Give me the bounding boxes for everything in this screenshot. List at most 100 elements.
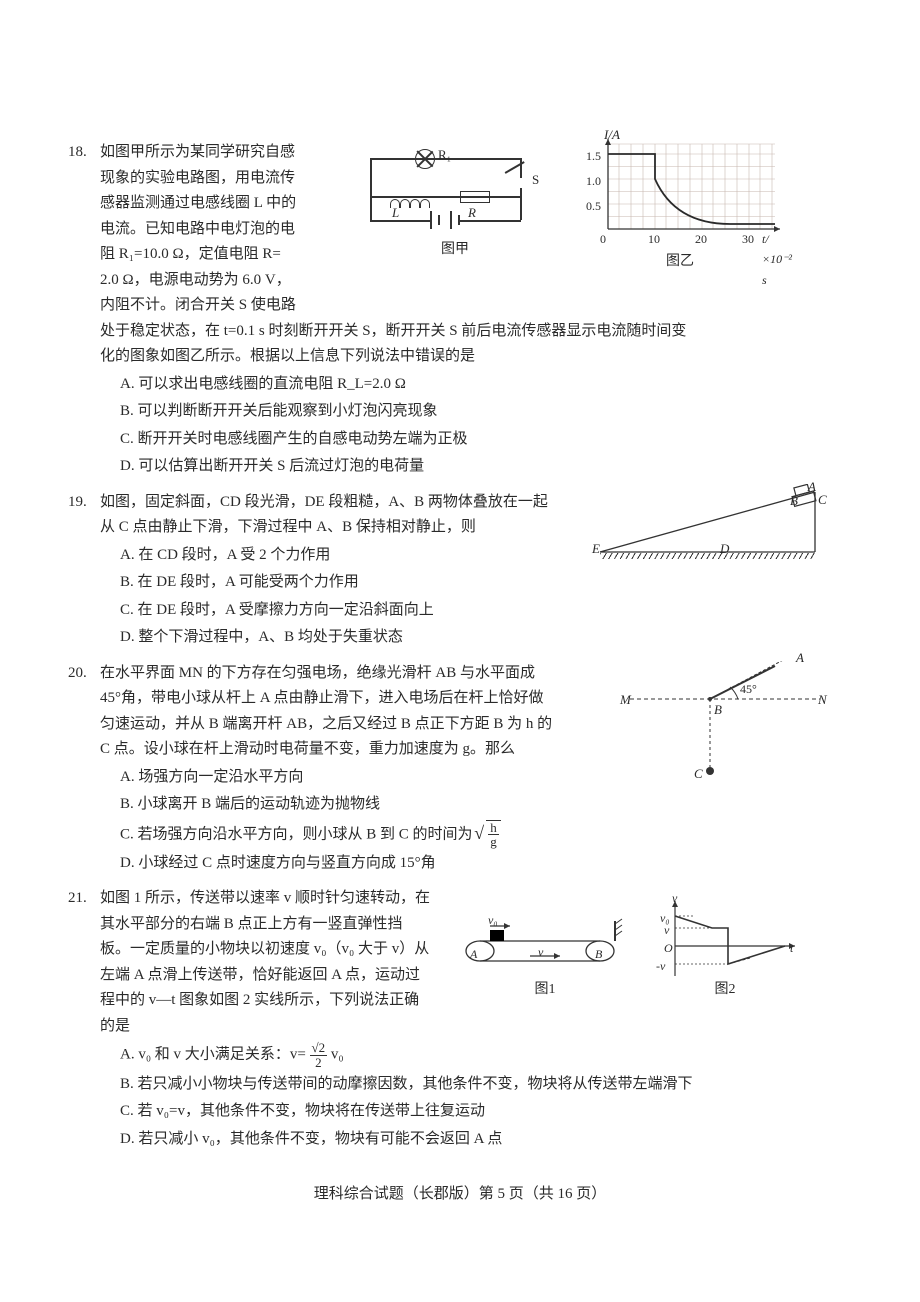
xtick-10: 10 — [648, 229, 660, 249]
q18-line: 电流。已知电路中电灯泡的电 — [100, 217, 350, 243]
graph-svg — [580, 134, 790, 244]
page-footer: 理科综合试题（长郡版）第 5 页（共 16 页） — [100, 1182, 820, 1208]
q21-fig1: A B v v₀ 图1 — [460, 916, 630, 1002]
ytick-15: 1.5 — [586, 146, 601, 166]
q20-line: C 点。设小球在杆上滑动时电荷量不变，重力加速度为 g。那么 — [100, 737, 580, 763]
problem-21: 21. — [100, 886, 820, 1152]
q21-line: 左端 A 点滑上传送带，恰好能返回 A 点，运动过 — [100, 963, 450, 989]
fig1-b: B — [595, 944, 602, 964]
label-c: C — [818, 489, 827, 511]
label-a: A — [808, 476, 816, 498]
q18-line: 阻 R₁=10.0 Ω，定值电阻 R= — [100, 242, 350, 268]
q18-number: 18. — [68, 140, 87, 166]
sqrt-icon: hg — [476, 820, 501, 849]
q18-line: 内阻不计。闭合开关 S 使电路 — [100, 293, 350, 319]
xtick-20: 20 — [695, 229, 707, 249]
circuit-diagram: R₁ L R S — [360, 146, 550, 236]
q18-opt-c: C. 断开开关时电感线圈产生的自感电动势左端为正极 — [120, 427, 820, 453]
it-graph: I/A 1.5 1.0 0.5 0 10 20 30 t/×10⁻² s — [580, 134, 780, 244]
ytick-10: 1.0 — [586, 171, 601, 191]
q18-line: 化的图象如图乙所示。根据以上信息下列说法中错误的是 — [100, 344, 820, 370]
q19-opt-c: C. 在 DE 段时，A 受摩擦力方向一定沿斜面向上 — [120, 598, 820, 624]
q21-opt-d: D. 若只减小 v₀，其他条件不变，物块有可能不会返回 A 点 — [120, 1127, 820, 1153]
fig1-a: A — [470, 944, 477, 964]
q18-options: A. 可以求出电感线圈的直流电阻 R_L=2.0 Ω B. 可以判断断开开关后能… — [120, 372, 820, 480]
problem-18: 18. R₁ L R — [100, 140, 820, 480]
q19-stem: 如图，固定斜面，CD 段光滑，DE 段粗糙，A、B 两物体叠放在一起 从 C 点… — [100, 490, 560, 541]
bulb-icon — [415, 149, 435, 169]
q21-line: 程中的 v—t 图象如图 2 实线所示，下列说法正确 — [100, 988, 450, 1014]
label-a: A — [796, 647, 804, 669]
label-n: N — [818, 689, 827, 711]
fraction: √2 2 — [310, 1041, 328, 1069]
fig1-v: v — [538, 942, 543, 962]
q18-stem: 如图甲所示为某同学研究自感 现象的实验电路图，用电流传 感器监测通过电感线圈 L… — [100, 140, 350, 319]
label-l: L — [392, 202, 399, 224]
q18-opt-b: B. 可以判断断开开关后能观察到小灯泡闪亮现象 — [120, 399, 820, 425]
fig2-caption: 图2 — [650, 978, 800, 1002]
fig2-ylabel: v — [672, 888, 677, 908]
q19-number: 19. — [68, 490, 87, 516]
frac-num: √2 — [310, 1041, 328, 1056]
q20-line: 45°角，带电小球从杆上 A 点由静止滑下，进入电场后在杆上恰好做 — [100, 686, 580, 712]
q21-number: 21. — [68, 886, 87, 912]
label-r: R — [468, 202, 476, 224]
q20-opt-c-pre: C. 若场强方向沿水平方向，则小球从 B 到 C 的时间为 — [120, 826, 473, 842]
fig2-o: O — [664, 938, 673, 958]
q21-fig2: v v₀ v -v O t 图2 — [650, 896, 800, 1002]
q20-number: 20. — [68, 661, 87, 687]
label-m: M — [620, 689, 631, 711]
q19-opt-d: D. 整个下滑过程中，A、B 均处于失重状态 — [120, 625, 820, 651]
label-d: D — [720, 538, 729, 560]
q18-line: 处于稳定状态，在 t=0.1 s 时刻断开开关 S，断开开关 S 前后电流传感器… — [100, 319, 820, 345]
q21-a-post: v₀ — [331, 1047, 344, 1063]
q18-opt-d: D. 可以估算出断开开关 S 后流过灯泡的电荷量 — [120, 454, 820, 480]
q21-opt-c: C. 若 v₀=v，其他条件不变，物块将在传送带上往复运动 — [120, 1099, 820, 1125]
q21-stem: 如图 1 所示，传送带以速率 v 顺时针匀速转动，在 其水平部分的右端 B 点正… — [100, 886, 450, 1039]
q19-incline-figure: A B C D E — [590, 484, 830, 564]
frac-num: h — [488, 821, 499, 836]
q20-opt-d: D. 小球经过 C 点时速度方向与竖直方向成 15°角 — [120, 851, 820, 877]
q18-circuit-figure: R₁ L R S 图甲 — [360, 146, 550, 262]
q20-rod-figure: A B C M N 45° — [620, 661, 830, 781]
circuit-caption: 图甲 — [360, 238, 550, 262]
ytick-05: 0.5 — [586, 196, 601, 216]
graph-xlabel: t/×10⁻² s — [762, 229, 792, 290]
fig2-mv: -v — [656, 956, 665, 976]
q18-graph-figure: I/A 1.5 1.0 0.5 0 10 20 30 t/×10⁻² s 图乙 — [580, 134, 780, 274]
label-s: S — [532, 169, 539, 191]
q21-line: 其水平部分的右端 B 点正上方有一竖直弹性挡 — [100, 912, 450, 938]
incline-diagram: A B C D E — [590, 484, 830, 564]
label-b: B — [714, 699, 722, 721]
q18-opt-a: A. 可以求出电感线圈的直流电阻 R_L=2.0 Ω — [120, 372, 820, 398]
q18-line: 现象的实验电路图，用电流传 — [100, 166, 350, 192]
conveyor-diagram: A B v v₀ — [460, 916, 630, 976]
q21-options: A. v₀ 和 v 大小满足关系：v= √2 2 v₀ B. 若只减小小物块与传… — [120, 1041, 820, 1152]
label-angle: 45° — [740, 679, 757, 699]
q20-line: 匀速运动，并从 B 端离开杆 AB，之后又经过 B 点正下方距 B 为 h 的 — [100, 712, 580, 738]
q20-line: 在水平界面 MN 的下方存在匀强电场，绝缘光滑杆 AB 与水平面成 — [100, 661, 580, 687]
fig1-caption: 图1 — [460, 978, 630, 1002]
q21-opt-b: B. 若只减小小物块与传送带间的动摩擦因数，其他条件不变，物块将从传送带左端滑下 — [120, 1072, 820, 1098]
q21-line: 如图 1 所示，传送带以速率 v 顺时针匀速转动，在 — [100, 886, 450, 912]
q20-opt-b: B. 小球离开 B 端后的运动轨迹为抛物线 — [120, 792, 820, 818]
q19-opt-b: B. 在 DE 段时，A 可能受两个力作用 — [120, 570, 820, 596]
label-r1: R₁ — [438, 144, 451, 166]
rod-field-diagram: A B C M N 45° — [620, 661, 830, 781]
q20-stem: 在水平界面 MN 的下方存在匀强电场，绝缘光滑杆 AB 与水平面成 45°角，带… — [100, 661, 580, 763]
vt-graph: v v₀ v -v O t — [650, 896, 800, 976]
xtick-30: 30 — [742, 229, 754, 249]
q21-line: 板。一定质量的小物块以初速度 v₀（v₀ 大于 v）从 — [100, 937, 450, 963]
origin: 0 — [600, 229, 606, 249]
frac-den: 2 — [310, 1056, 328, 1070]
q18-line: 感器监测通过电感线圈 L 中的 — [100, 191, 350, 217]
q18-stem-wide: 处于稳定状态，在 t=0.1 s 时刻断开开关 S，断开开关 S 前后电流传感器… — [100, 319, 820, 370]
q21-a-pre: A. v₀ 和 v 大小满足关系：v= — [120, 1047, 306, 1063]
inductor-icon — [390, 192, 430, 200]
graph-caption: 图乙 — [580, 250, 780, 274]
problem-19: 19. A B C D E — [100, 490, 820, 651]
label-b: B — [790, 490, 798, 512]
q21-line: 的是 — [100, 1014, 450, 1040]
label-e: E — [592, 538, 600, 560]
graph-ylabel: I/A — [604, 124, 620, 146]
